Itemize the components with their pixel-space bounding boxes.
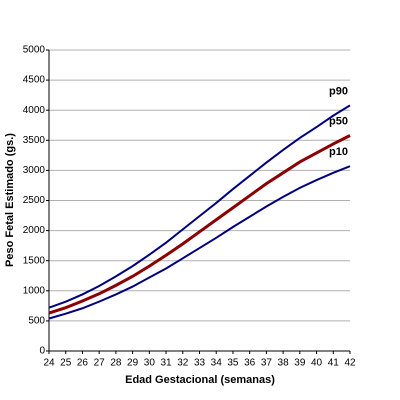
x-tick-label: 33: [194, 358, 206, 369]
y-tick-label: 0: [39, 346, 45, 357]
series-line: [48, 165, 351, 320]
x-tick-label: 30: [144, 358, 156, 369]
x-tick-label: 29: [127, 358, 139, 369]
x-tick-label: 40: [311, 358, 323, 369]
series-label: p90: [329, 85, 348, 97]
y-tick-label: 4000: [23, 105, 46, 116]
y-tick-label: 1500: [23, 255, 46, 266]
x-tick-label: 31: [160, 358, 172, 369]
series-line: [48, 134, 351, 315]
x-tick-label: 34: [211, 358, 223, 369]
x-tick-label: 27: [94, 358, 106, 369]
y-tick-label: 5000: [23, 45, 46, 56]
x-tick-label: 28: [110, 358, 122, 369]
y-tick-label: 500: [28, 316, 45, 327]
x-tick-label: 39: [294, 358, 306, 369]
x-tick-label: 25: [60, 358, 72, 369]
x-tick-label: 36: [244, 358, 256, 369]
x-tick-label: 35: [227, 358, 239, 369]
x-tick-label: 32: [177, 358, 189, 369]
y-axis-label: Peso Fetal Estimado (gs.): [4, 133, 16, 267]
y-tick-label: 3500: [23, 135, 46, 146]
x-tick-label: 41: [328, 358, 340, 369]
x-axis-label: Edad Gestacional (semanas): [125, 374, 275, 386]
x-tick-label: 37: [261, 358, 273, 369]
series-label: p50: [329, 115, 348, 127]
x-tick-label: 42: [344, 358, 356, 369]
y-tick-label: 1000: [23, 285, 46, 296]
x-tick-label: 24: [43, 358, 55, 369]
x-tick-label: 38: [278, 358, 290, 369]
y-tick-label: 4500: [23, 75, 46, 86]
y-tick-label: 3000: [23, 165, 46, 176]
series-label: p10: [329, 146, 348, 158]
x-tick-label: 26: [77, 358, 89, 369]
y-tick-label: 2000: [23, 225, 46, 236]
series-line: [48, 104, 351, 309]
y-tick-label: 2500: [23, 195, 46, 206]
